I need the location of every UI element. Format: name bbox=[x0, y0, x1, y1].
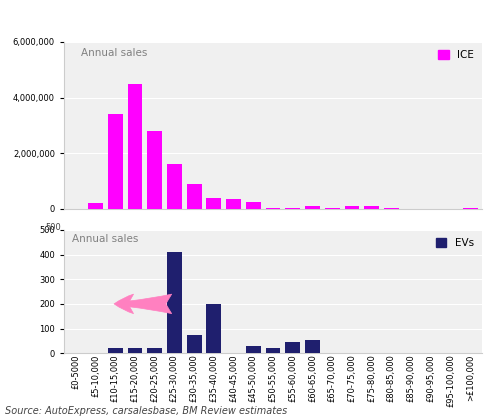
Bar bbox=[187, 335, 202, 353]
Text: Source: AutoExpress, carsalesbase, BM Review estimates: Source: AutoExpress, carsalesbase, BM Re… bbox=[5, 406, 287, 416]
Bar bbox=[266, 208, 280, 209]
Bar bbox=[207, 198, 221, 209]
Bar bbox=[266, 348, 280, 353]
Bar bbox=[187, 184, 202, 209]
Text: Price distribution for European EV and ICE new car sales, 2018-20: Price distribution for European EV and I… bbox=[5, 11, 443, 24]
Text: Annual sales: Annual sales bbox=[72, 234, 139, 244]
Bar bbox=[108, 114, 123, 209]
Bar bbox=[207, 304, 221, 353]
Bar bbox=[305, 340, 320, 353]
Bar bbox=[167, 164, 182, 209]
Bar bbox=[463, 208, 478, 209]
Bar bbox=[108, 348, 123, 353]
Bar bbox=[127, 348, 142, 353]
Bar bbox=[344, 206, 359, 209]
Bar bbox=[246, 346, 261, 353]
Bar bbox=[246, 202, 261, 209]
Bar bbox=[127, 84, 142, 209]
Bar bbox=[384, 208, 399, 209]
Bar bbox=[285, 342, 300, 353]
Text: 500: 500 bbox=[46, 223, 62, 232]
Bar bbox=[226, 199, 241, 209]
Bar bbox=[88, 204, 103, 209]
Legend: EVs: EVs bbox=[433, 235, 477, 251]
Bar bbox=[167, 252, 182, 353]
Bar bbox=[364, 206, 379, 209]
Text: Annual sales: Annual sales bbox=[81, 48, 147, 59]
Bar bbox=[325, 208, 339, 209]
Bar bbox=[285, 208, 300, 209]
Bar bbox=[305, 206, 320, 209]
Bar bbox=[147, 131, 162, 209]
Legend: ICE: ICE bbox=[435, 47, 477, 63]
Bar bbox=[147, 348, 162, 353]
